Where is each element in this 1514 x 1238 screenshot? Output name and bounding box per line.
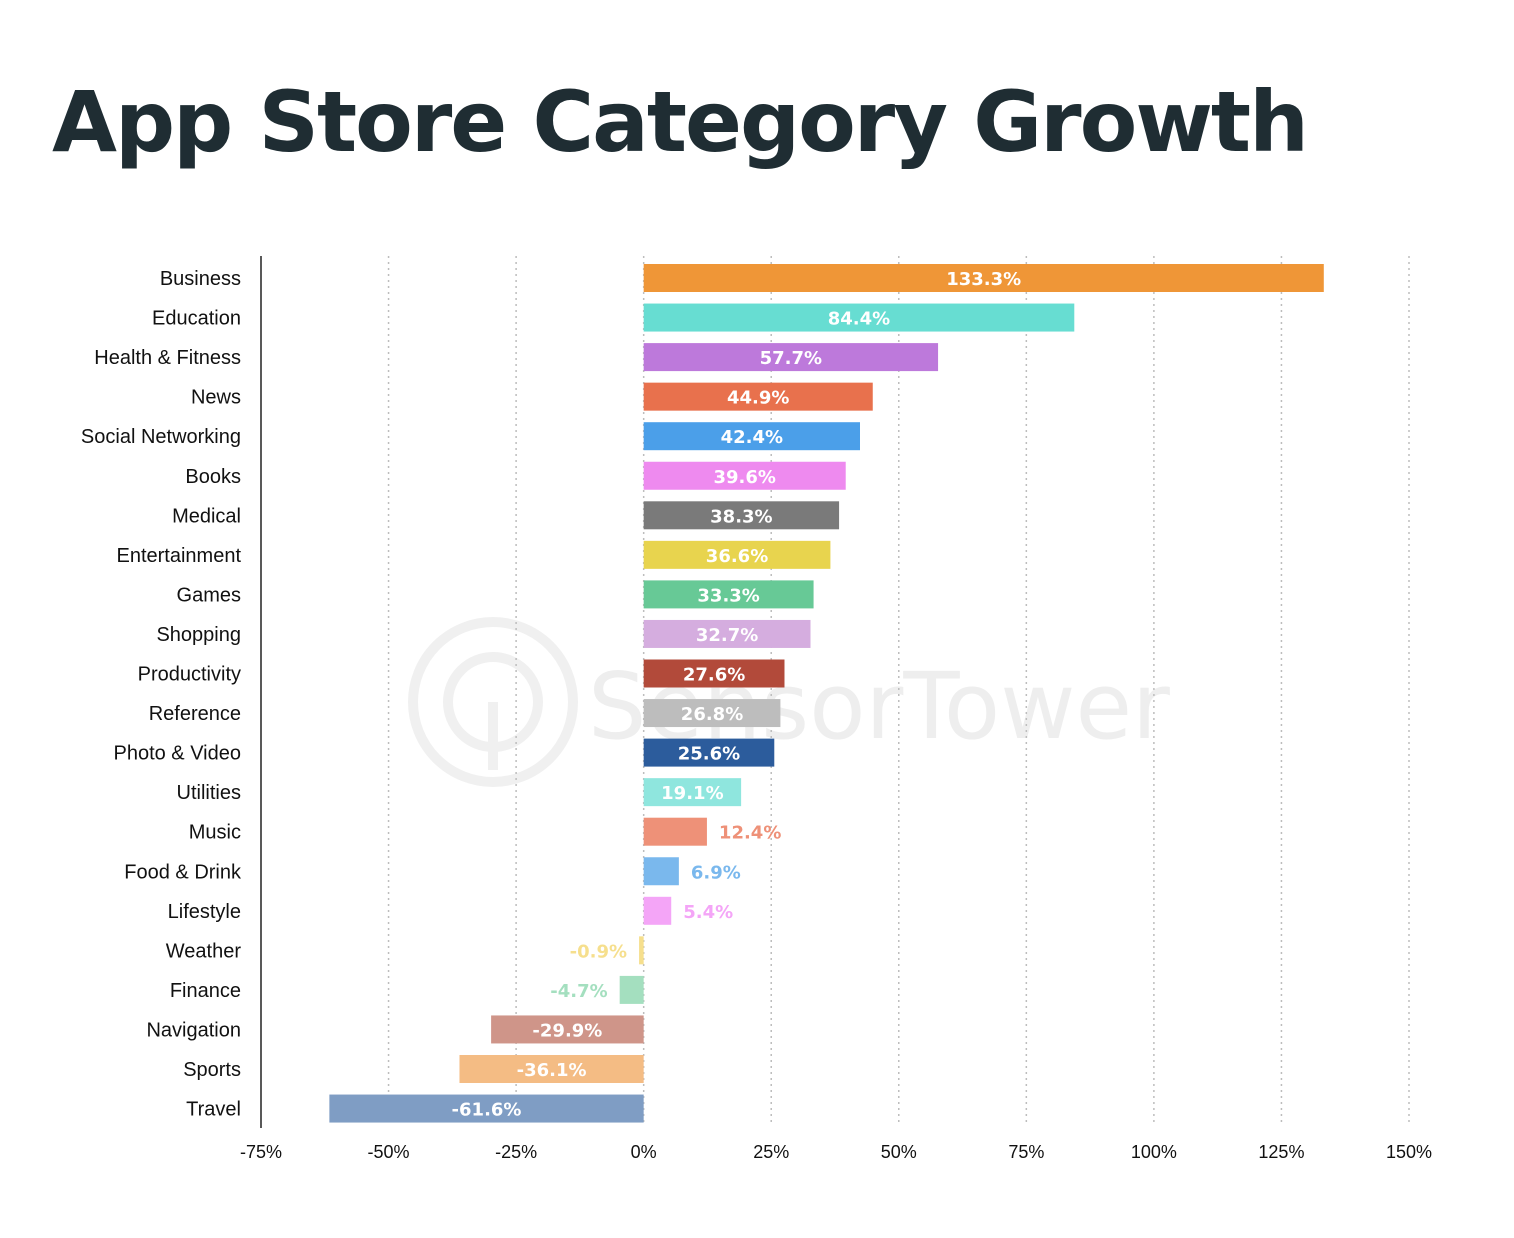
- bar-value-label: -61.6%: [452, 1100, 522, 1121]
- bar: [643, 501, 840, 530]
- bar-value-label: 26.8%: [681, 704, 743, 725]
- grid-lines: [387, 256, 1410, 1124]
- category-label: Utilities: [177, 782, 241, 804]
- bar-value-label: 27.6%: [683, 665, 745, 686]
- bar: [643, 422, 861, 451]
- bar: [619, 975, 644, 1004]
- bar-value-label: -4.7%: [550, 981, 607, 1002]
- category-label: Finance: [170, 980, 241, 1002]
- x-tick-label: 0%: [631, 1142, 657, 1162]
- bar-value-label: 33.3%: [697, 585, 759, 606]
- category-label: Lifestyle: [168, 901, 241, 923]
- bar: [643, 738, 775, 767]
- category-label: Games: [177, 584, 241, 606]
- category-label: Sports: [183, 1059, 241, 1081]
- watermark-logo: [408, 617, 578, 787]
- category-label: Reference: [149, 703, 241, 725]
- category-label: Shopping: [156, 624, 241, 646]
- bar-value-label: 5.4%: [683, 902, 733, 923]
- category-label: Productivity: [138, 664, 241, 686]
- bar: [643, 264, 1324, 292]
- x-tick-label: 100%: [1131, 1142, 1177, 1162]
- bar-value-label: 38.3%: [710, 506, 772, 527]
- value-labels: 133.3% 84.4% 57.7% 44.9% 42.4% 39.6% 38.3% 36.6…: [452, 269, 1022, 1121]
- category-label: Social Networking: [81, 426, 241, 448]
- bar: [643, 461, 846, 490]
- x-tick-label: -50%: [368, 1142, 410, 1162]
- bar: [459, 1055, 644, 1083]
- category-label: Medical: [172, 505, 241, 527]
- bar-value-label: 25.6%: [678, 744, 740, 765]
- bar-value-label: 44.9%: [727, 388, 789, 409]
- category-label: Business: [160, 268, 241, 290]
- bar-value-label: 42.4%: [721, 427, 783, 448]
- bar-value-label: 133.3%: [946, 269, 1021, 290]
- bar-value-label: -36.1%: [517, 1060, 587, 1081]
- bar: [643, 778, 742, 807]
- category-label: News: [191, 387, 241, 409]
- bar: [643, 699, 781, 728]
- bar-value-label: -29.9%: [532, 1020, 602, 1041]
- bar: [643, 540, 831, 569]
- bar-value-label: 39.6%: [713, 467, 775, 488]
- category-label: Education: [152, 308, 241, 330]
- bar-value-label: 32.7%: [696, 625, 758, 646]
- page-title: App Store Category Growth: [52, 73, 1309, 171]
- x-tick-label: 25%: [753, 1142, 789, 1162]
- bar: [643, 580, 814, 609]
- category-labels: Business Education Health & Fitness News Soc…: [81, 268, 242, 1121]
- category-label: Books: [185, 466, 241, 488]
- x-tick-labels: -75% -50% -25% 0% 25% 50% 75% 100% 125% 150%: [240, 1142, 1432, 1162]
- category-label: Entertainment: [116, 545, 241, 567]
- bar: [643, 857, 679, 886]
- bar: [329, 1094, 644, 1123]
- x-tick-label: 125%: [1258, 1142, 1304, 1162]
- category-label: Photo & Video: [113, 743, 241, 765]
- bar: [643, 382, 873, 411]
- bar-value-label: 84.4%: [828, 309, 890, 330]
- bars: [329, 264, 1324, 1123]
- category-label: Music: [189, 822, 241, 844]
- bar-value-label: 6.9%: [691, 862, 741, 883]
- x-tick-label: 150%: [1386, 1142, 1432, 1162]
- bar-value-label: 12.4%: [719, 823, 781, 844]
- bar: [643, 896, 672, 925]
- bar: [643, 303, 1075, 332]
- bar-value-label: 36.6%: [706, 546, 768, 567]
- category-label: Weather: [166, 940, 242, 962]
- bar-value-label: 19.1%: [661, 783, 723, 804]
- category-label: Food & Drink: [124, 861, 242, 883]
- x-tick-label: -75%: [240, 1142, 282, 1162]
- bar-value-label: 57.7%: [760, 348, 822, 369]
- bar: [643, 817, 707, 846]
- bar: [643, 619, 811, 648]
- bar: [491, 1015, 644, 1044]
- x-tick-label: 50%: [881, 1142, 917, 1162]
- x-tick-label: 75%: [1008, 1142, 1044, 1162]
- bar: [639, 936, 644, 965]
- bar: [643, 659, 785, 688]
- x-tick-label: -25%: [495, 1142, 537, 1162]
- bar-value-label: -0.9%: [570, 941, 627, 962]
- category-label: Travel: [186, 1099, 241, 1121]
- category-label: Navigation: [146, 1019, 241, 1041]
- category-label: Health & Fitness: [94, 347, 241, 369]
- bar: [643, 343, 939, 372]
